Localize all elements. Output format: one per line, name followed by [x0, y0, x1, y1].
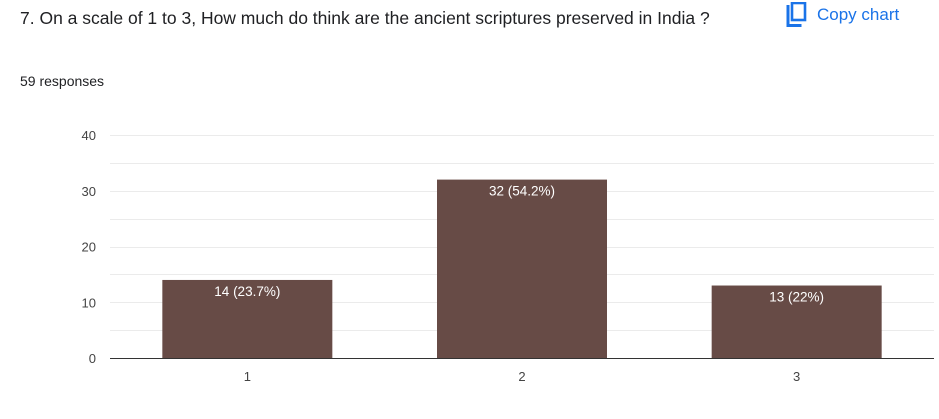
x-tick-label: 3: [793, 369, 800, 384]
y-tick-label: 30: [82, 184, 96, 199]
y-tick-label: 40: [82, 128, 96, 143]
bar-2: [437, 179, 607, 358]
bar-3: [711, 285, 882, 358]
bar-1: [162, 279, 333, 358]
x-tick-label: 2: [518, 369, 525, 384]
bar-data-label: 14 (23.7%): [214, 284, 280, 299]
bar-data-label: 32 (54.2%): [489, 184, 555, 199]
x-tick-label: 1: [244, 369, 251, 384]
y-axis-ticks: 0 10 20 30 40: [82, 128, 96, 366]
x-axis-ticks: 1 2 3: [244, 369, 801, 384]
copy-chart-button[interactable]: Copy chart: [785, 2, 899, 28]
question-title: 7. On a scale of 1 to 3, How much do thi…: [20, 8, 710, 28]
bar-data-label: 13 (22%): [769, 290, 824, 305]
bars: 14 (23.7%) 32 (54.2%) 13 (22%): [162, 179, 882, 358]
y-tick-label: 20: [82, 240, 96, 255]
y-tick-label: 0: [89, 351, 96, 366]
copy-chart-label: Copy chart: [817, 5, 900, 24]
copy-icon: [785, 2, 807, 28]
y-tick-label: 10: [82, 295, 96, 310]
response-count: 59 responses: [20, 73, 105, 89]
